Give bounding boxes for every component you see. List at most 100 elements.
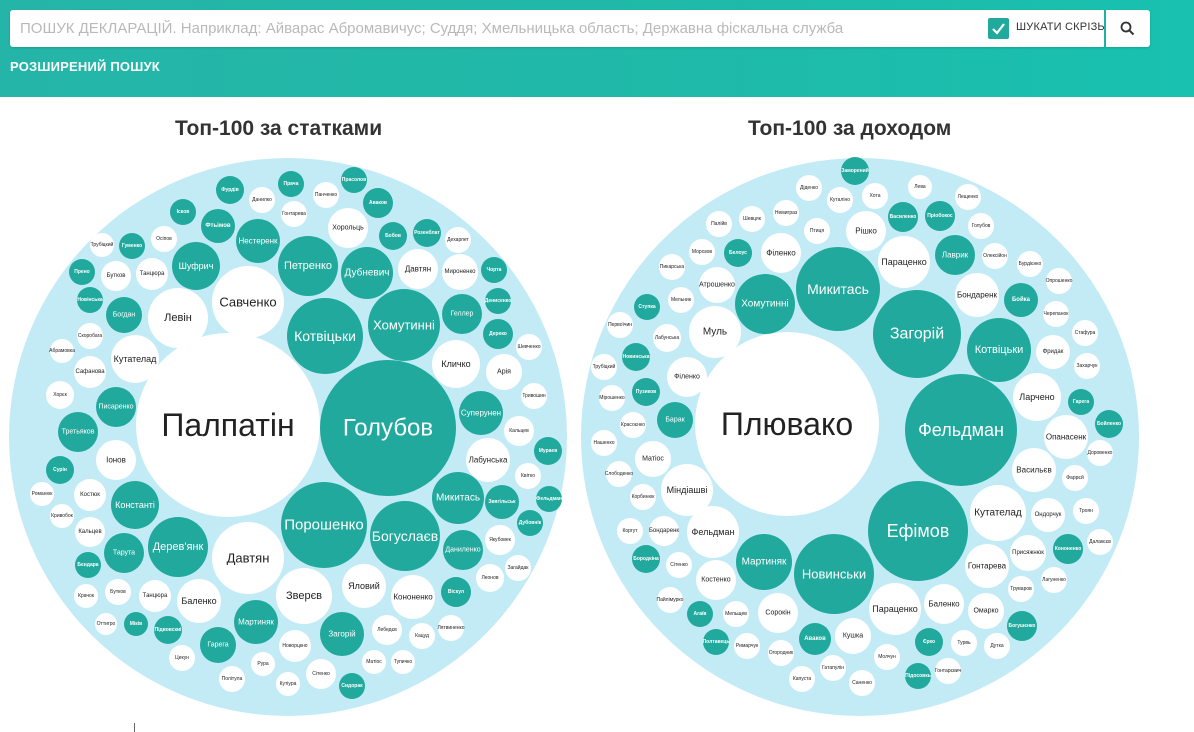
bubble[interactable]: Давтян	[212, 522, 284, 594]
bubble[interactable]: Денисенко	[485, 288, 512, 314]
bubble[interactable]: Бобов	[379, 222, 407, 250]
bubble[interactable]: Бурдієнко	[1017, 251, 1043, 277]
bubble[interactable]: Белоус	[724, 239, 752, 267]
bubble[interactable]: Порошенко	[281, 482, 367, 568]
bubble[interactable]: Дубовнік	[517, 510, 543, 536]
bubble[interactable]: Даниленко	[443, 530, 483, 570]
bubble[interactable]: Левін	[148, 288, 208, 348]
bubble-circle[interactable]	[534, 437, 562, 465]
bubble-circle[interactable]	[432, 472, 484, 524]
bubble-circle[interactable]	[1073, 498, 1099, 524]
bubble[interactable]: Красоєнко	[620, 412, 646, 438]
bubble-circle[interactable]	[77, 287, 103, 313]
bubble-circle[interactable]	[970, 485, 1026, 541]
bubble[interactable]: Аваков	[799, 623, 831, 655]
bubble-circle[interactable]	[95, 613, 117, 635]
bubble-circle[interactable]	[216, 176, 244, 204]
bubble-circle[interactable]	[521, 383, 547, 409]
bubble[interactable]: Савченко	[212, 266, 284, 338]
bubble-circle[interactable]	[517, 510, 543, 536]
bubble-circle[interactable]	[794, 534, 874, 614]
bubble[interactable]: Полтавець	[703, 629, 730, 655]
bubble-circle[interactable]	[485, 525, 515, 555]
bubble-circle[interactable]	[736, 534, 792, 590]
bubble-circle[interactable]	[634, 294, 660, 320]
bubble-circle[interactable]	[58, 412, 98, 452]
bubble-circle[interactable]	[111, 335, 159, 383]
bubble-circle[interactable]	[1068, 389, 1094, 415]
bubble[interactable]: Шевцяк	[739, 206, 765, 232]
bubble[interactable]: Фельдман	[905, 374, 1017, 486]
bubble-circle[interactable]	[111, 481, 159, 529]
bubble[interactable]: Оттигро	[95, 613, 117, 635]
bubble[interactable]: Богушєнко	[1007, 611, 1037, 641]
bubble-circle[interactable]	[635, 441, 671, 477]
bubble-circle[interactable]	[1007, 611, 1037, 641]
bubble-circle[interactable]	[591, 354, 617, 380]
bubble-circle[interactable]	[236, 219, 280, 263]
bubble[interactable]: Опрошенко	[1046, 268, 1073, 294]
bubble-circle[interactable]	[888, 202, 918, 232]
bubble-circle[interactable]	[201, 209, 235, 243]
bubble[interactable]: Прено	[69, 259, 95, 285]
bubble[interactable]: Барак	[657, 402, 693, 438]
bubble-circle[interactable]	[154, 616, 182, 644]
bubble-circle[interactable]	[724, 239, 752, 267]
bubble-circle[interactable]	[632, 545, 660, 573]
bubble-circle[interactable]	[661, 464, 713, 516]
bubble[interactable]: Хота	[862, 183, 888, 209]
bubble-circle[interactable]	[659, 254, 685, 280]
bubble-circle[interactable]	[46, 381, 74, 409]
bubble[interactable]: Кальцев	[504, 416, 534, 446]
bubble-circle[interactable]	[74, 356, 106, 388]
bubble-circle[interactable]	[391, 575, 435, 619]
bubble[interactable]: Бойленко	[1095, 410, 1123, 438]
bubble[interactable]: Троян	[1073, 498, 1099, 524]
bubble[interactable]: Параценко	[878, 236, 930, 288]
search-button[interactable]	[1106, 10, 1150, 47]
bubble-circle[interactable]	[341, 167, 367, 193]
bubble-circle[interactable]	[276, 672, 300, 696]
advanced-search-link[interactable]: РОЗШИРЕНИЙ ПОШУК	[10, 59, 160, 74]
bubble-circle[interactable]	[170, 199, 196, 225]
bubble[interactable]: Лаврик	[935, 235, 975, 275]
bubble[interactable]: Трубіцкий	[591, 354, 617, 380]
bubble-circle[interactable]	[1087, 440, 1113, 466]
bubble-circle[interactable]	[485, 288, 511, 314]
bubble[interactable]: Дутка	[984, 633, 1010, 659]
bubble-circle[interactable]	[251, 652, 275, 676]
bubble[interactable]: Богуслаєв	[370, 501, 440, 571]
bubble-circle[interactable]	[1008, 576, 1034, 602]
bubble[interactable]: Фельдман	[687, 506, 739, 558]
search-input[interactable]	[10, 10, 970, 47]
bubble-circle[interactable]	[632, 378, 660, 406]
bubble[interactable]: Бутков	[101, 261, 131, 291]
bubble-circle[interactable]	[96, 440, 136, 480]
bubble[interactable]: Плювако	[695, 332, 879, 516]
bubble[interactable]: Яловий	[342, 564, 386, 608]
bubble-circle[interactable]	[835, 618, 871, 654]
bubble[interactable]: Богдан	[106, 297, 142, 333]
bubble[interactable]: Тупичко	[391, 650, 415, 674]
bubble[interactable]: Котвіцьки	[967, 318, 1031, 382]
bubble-circle[interactable]	[984, 633, 1010, 659]
bubble[interactable]: Агаїв	[687, 601, 713, 627]
bubble-circle[interactable]	[1053, 534, 1083, 564]
bubble[interactable]: Віскул	[441, 577, 471, 607]
bubble-circle[interactable]	[212, 522, 284, 594]
bubble[interactable]: Василенко	[888, 202, 918, 232]
bubble-circle[interactable]	[905, 663, 931, 689]
bubble[interactable]: Рура	[251, 652, 275, 676]
bubble-circle[interactable]	[874, 644, 900, 670]
bubble-circle[interactable]	[106, 297, 142, 333]
bubble-circle[interactable]	[370, 501, 440, 571]
bubble[interactable]: Фридак	[1036, 335, 1070, 369]
bubble-circle[interactable]	[967, 318, 1031, 382]
bubble-circle[interactable]	[368, 289, 440, 361]
bubble[interactable]: Гуменко	[119, 233, 145, 259]
bubble[interactable]: Бондаренк	[955, 273, 999, 317]
bubble[interactable]: Філенко	[761, 233, 801, 273]
bubble-circle[interactable]	[1046, 268, 1072, 294]
bubble-circle[interactable]	[172, 242, 220, 290]
bubble-circle[interactable]	[1004, 283, 1038, 317]
